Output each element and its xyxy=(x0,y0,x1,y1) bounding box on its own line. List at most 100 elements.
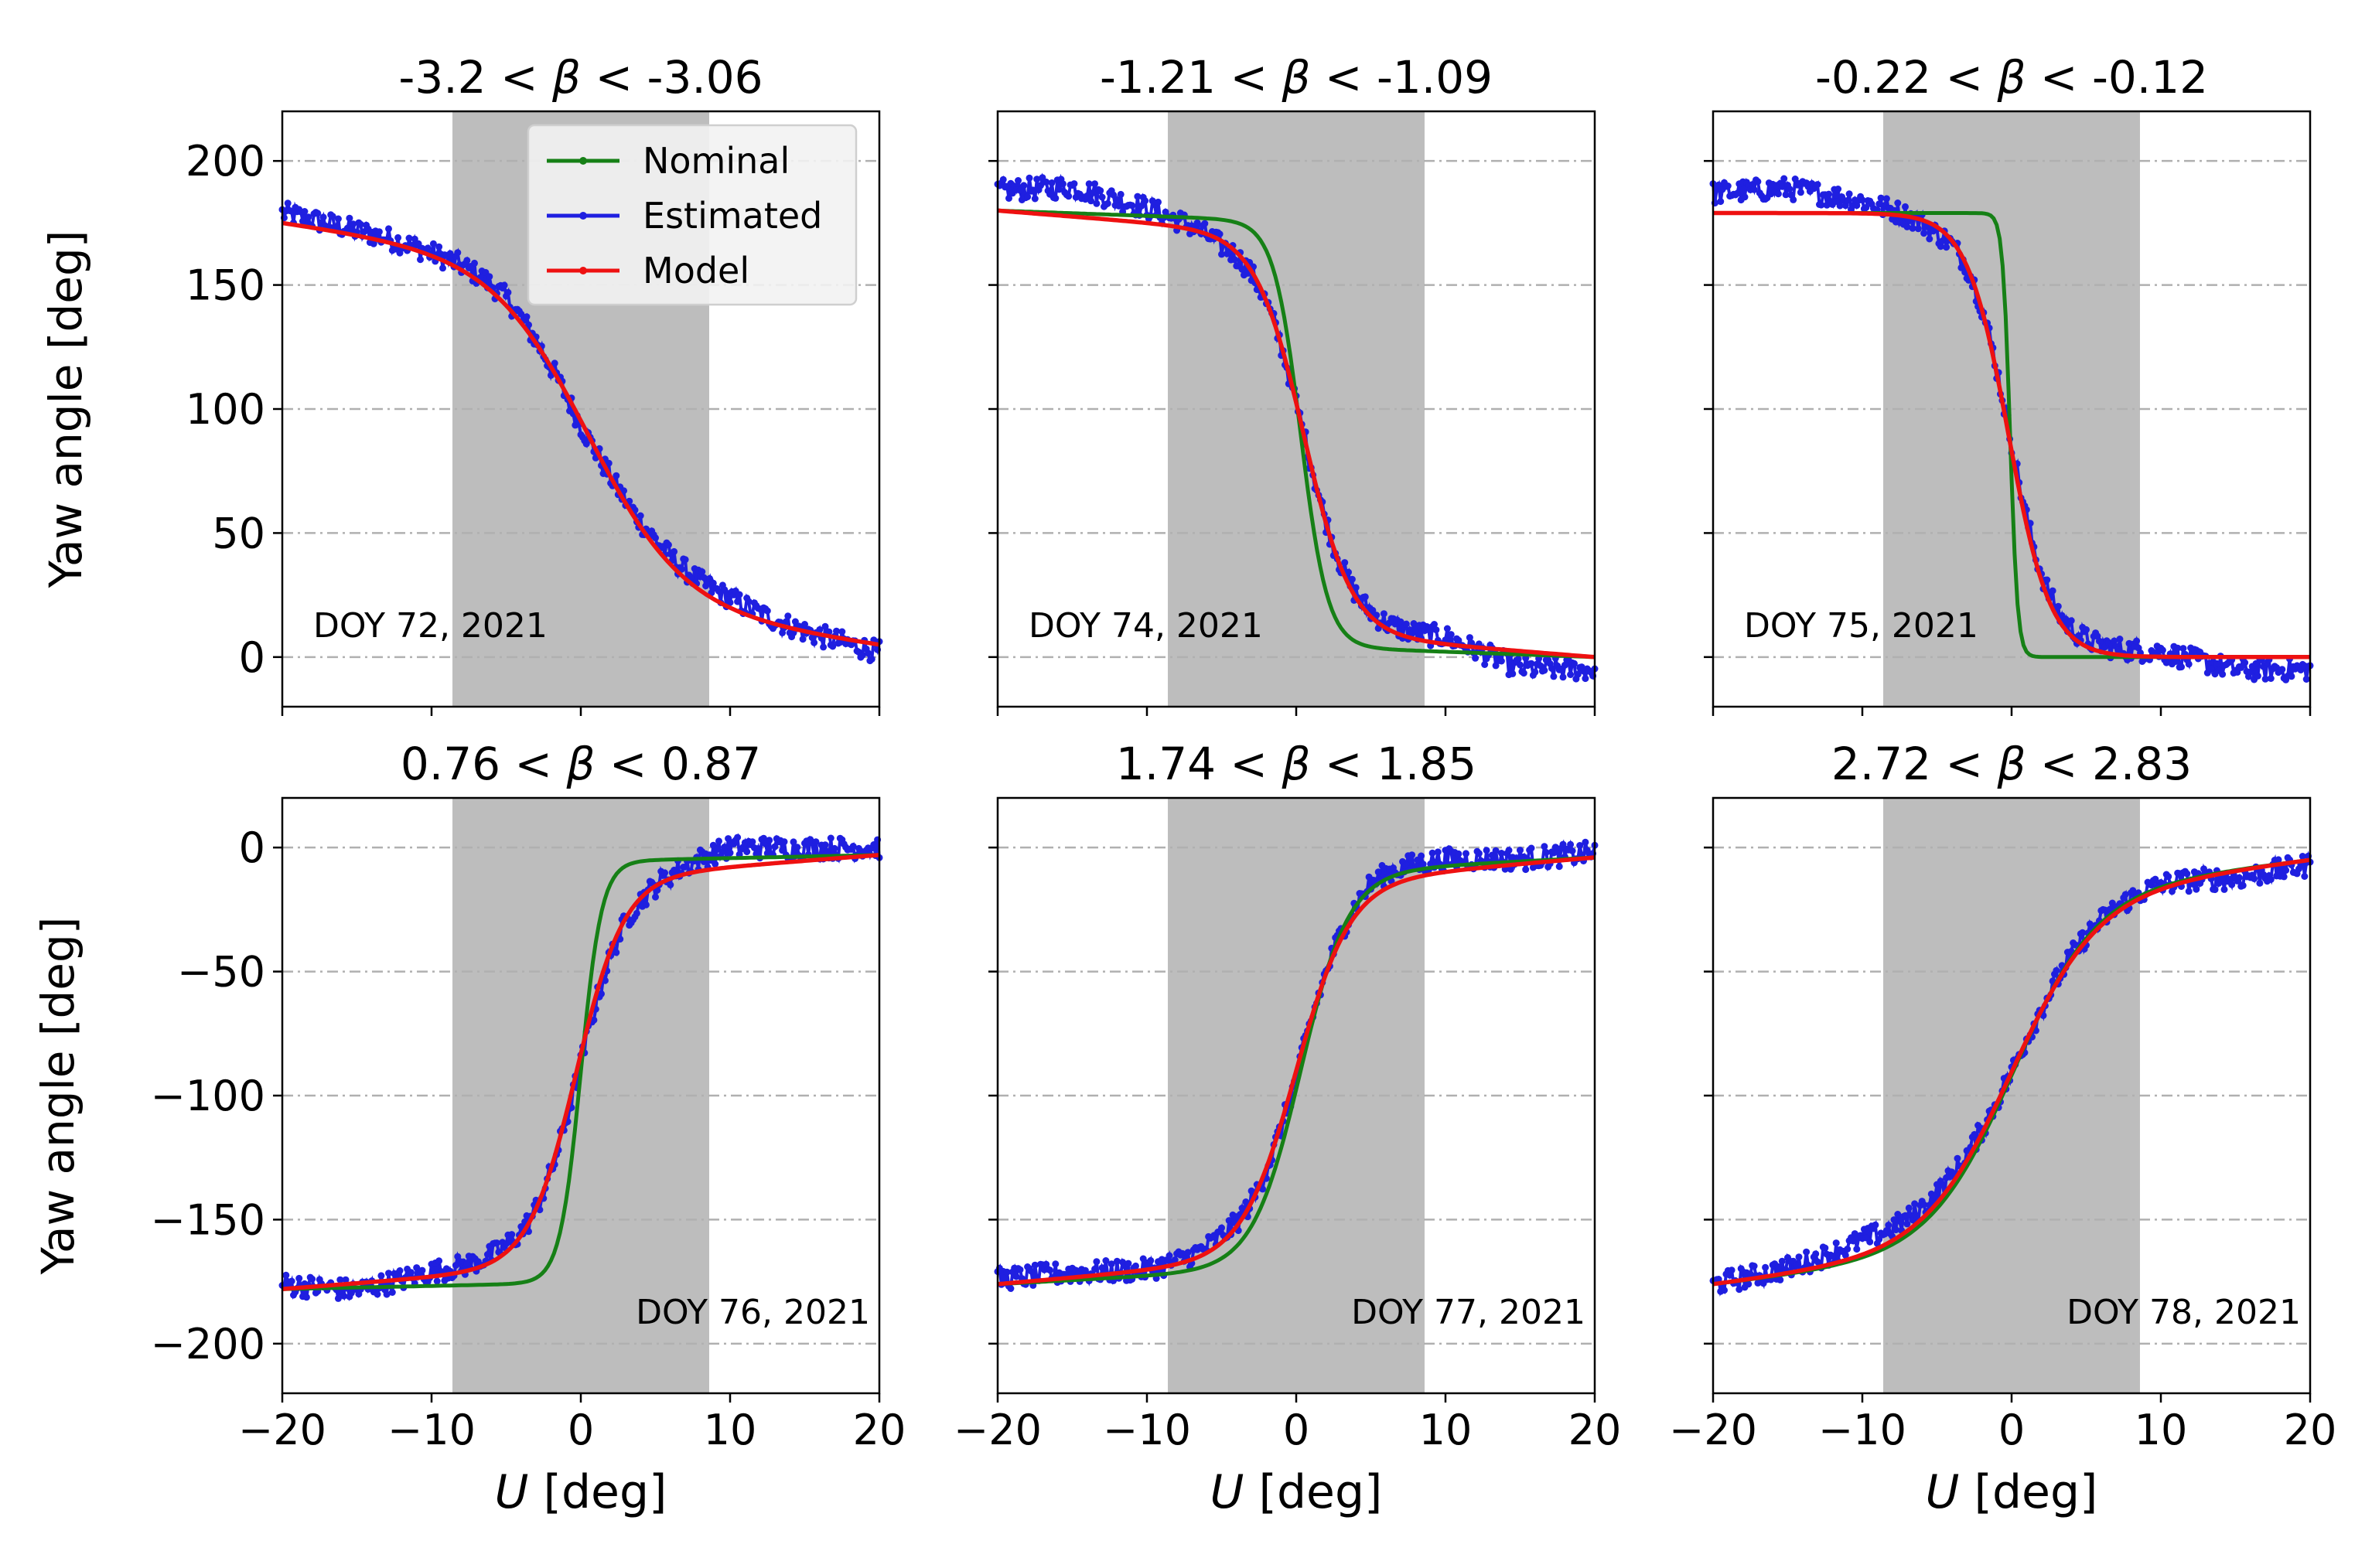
estimated-point xyxy=(1741,193,1749,201)
estimated-point xyxy=(598,990,605,997)
estimated-point xyxy=(347,226,355,233)
subplot-1: 0 50 100 150 200 -3.2 < β < -3.06 DOY 72, 2021… xyxy=(39,51,883,716)
estimated-point xyxy=(1567,671,1575,678)
estimated-point xyxy=(385,1270,392,1277)
estimated-point xyxy=(779,847,787,854)
estimated-point xyxy=(791,618,799,625)
estimated-point xyxy=(1790,196,1797,203)
estimated-point xyxy=(1031,1261,1039,1269)
estimated-point xyxy=(782,618,790,625)
estimated-point xyxy=(743,848,751,856)
legend-marker xyxy=(579,267,587,274)
estimated-point xyxy=(429,240,437,247)
estimated-point xyxy=(504,288,512,296)
estimated-point xyxy=(1084,192,1091,199)
y-tick-label: 150 xyxy=(186,261,265,310)
estimated-point xyxy=(1201,220,1209,227)
doy-annotation: DOY 74, 2021 xyxy=(1029,606,1263,646)
estimated-point xyxy=(1184,1249,1192,1256)
estimated-point xyxy=(1065,193,1073,200)
estimated-point xyxy=(1728,1266,1735,1274)
estimated-point xyxy=(1561,661,1568,669)
estimated-point xyxy=(1428,849,1436,857)
estimated-point xyxy=(712,861,719,868)
estimated-point xyxy=(1024,193,1032,201)
estimated-point xyxy=(1027,1267,1035,1275)
x-tick-label: −10 xyxy=(1103,1406,1191,1454)
subplot-title: 2.72 < β < 2.83 xyxy=(1831,738,2192,790)
estimated-point xyxy=(1117,190,1125,198)
estimated-point xyxy=(823,847,831,855)
estimated-point xyxy=(698,568,706,575)
estimated-point xyxy=(374,1290,381,1298)
estimated-point xyxy=(1113,1257,1121,1265)
estimated-point xyxy=(790,838,797,846)
estimated-point xyxy=(1218,1224,1225,1232)
estimated-point xyxy=(435,243,443,251)
estimated-point xyxy=(1568,847,1576,854)
estimated-point xyxy=(2107,905,2114,913)
estimated-point xyxy=(1905,1204,1913,1212)
x-tick-label: −10 xyxy=(1818,1406,1906,1454)
estimated-point xyxy=(1016,186,1024,194)
estimated-point xyxy=(1472,654,1480,662)
estimated-point xyxy=(1410,620,1418,627)
estimated-point xyxy=(517,1223,525,1230)
estimated-point xyxy=(721,844,729,850)
legend: Nominal Estimated Model xyxy=(527,124,858,306)
estimated-point xyxy=(827,834,834,842)
estimated-point xyxy=(1216,230,1224,238)
estimated-point xyxy=(1582,838,1589,846)
estimated-point xyxy=(1939,237,1947,245)
estimated-point xyxy=(411,235,418,243)
estimated-point xyxy=(1434,848,1442,856)
estimated-point xyxy=(1225,1217,1233,1225)
estimated-point xyxy=(284,199,292,207)
estimated-point xyxy=(1043,178,1050,186)
estimated-point xyxy=(605,459,613,467)
estimated-point xyxy=(282,1271,290,1279)
subplot-6: −20 −10 0 10 20 2.72 < β < 2.83 DOY 78, 2021 U … xyxy=(1669,738,2336,1519)
subplot-4: −200−150−100−500−20 −10 0 10 200.76 < β < 0.… xyxy=(32,738,906,1519)
estimated-point xyxy=(1943,244,1951,251)
estimated-point xyxy=(1102,1257,1110,1264)
estimated-point xyxy=(1059,180,1067,188)
estimated-point xyxy=(1093,1258,1101,1266)
estimated-point xyxy=(1352,584,1360,591)
estimated-point xyxy=(1845,190,1853,198)
estimated-point xyxy=(2207,665,2215,673)
estimated-point xyxy=(2254,672,2261,680)
estimated-point xyxy=(1443,625,1451,632)
estimated-point xyxy=(1380,610,1387,618)
doy-annotation: DOY 72, 2021 xyxy=(313,606,548,646)
estimated-point xyxy=(1483,847,1490,854)
estimated-point xyxy=(1892,1226,1899,1234)
estimated-point xyxy=(424,244,432,252)
estimated-point xyxy=(858,652,866,659)
estimated-point xyxy=(1774,190,1782,198)
estimated-point xyxy=(1778,1257,1786,1265)
x-tick-label: 10 xyxy=(2135,1406,2188,1454)
estimated-point xyxy=(1825,190,1833,198)
estimated-point xyxy=(1462,850,1469,857)
estimated-point xyxy=(340,1292,348,1300)
estimated-point xyxy=(1894,199,1902,206)
estimated-point xyxy=(1093,199,1101,207)
estimated-point xyxy=(1885,1222,1892,1229)
estimated-point xyxy=(1098,193,1106,201)
estimated-point xyxy=(463,1260,471,1267)
estimated-point xyxy=(1541,666,1548,674)
estimated-point xyxy=(1517,661,1524,669)
estimated-point xyxy=(633,909,640,917)
estimated-point xyxy=(601,977,609,984)
estimated-point xyxy=(1481,661,1489,668)
estimated-point xyxy=(2228,881,2236,888)
estimated-point xyxy=(2053,966,2060,974)
x-axis-label: U [deg] xyxy=(1926,1465,2098,1519)
estimated-point xyxy=(2116,636,2124,643)
estimated-point xyxy=(2079,929,2087,936)
estimated-point xyxy=(2282,867,2290,874)
estimated-point xyxy=(314,210,322,217)
estimated-point xyxy=(288,1277,295,1285)
estimated-point xyxy=(1108,1260,1115,1268)
